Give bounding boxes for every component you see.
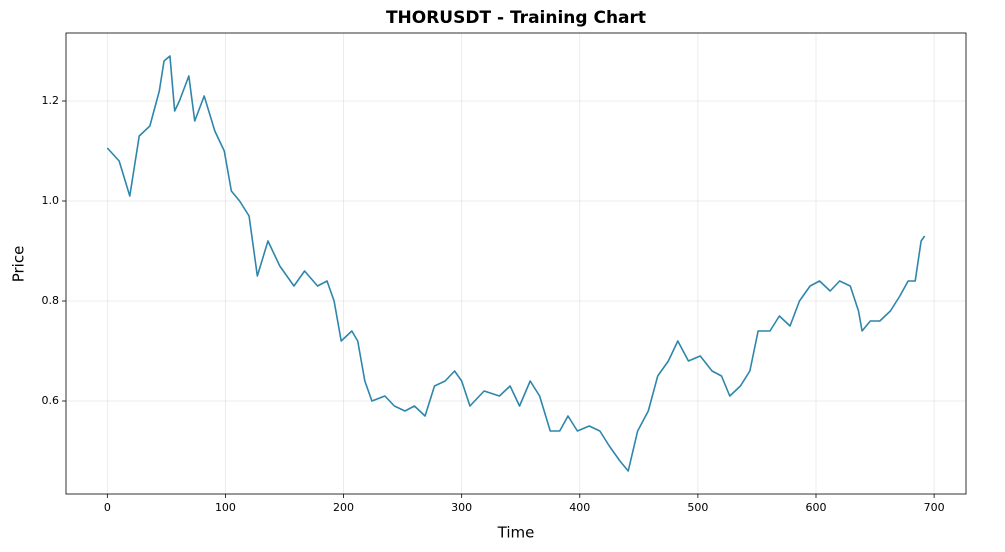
price-line (106, 55, 926, 472)
x-tick-label: 600 (806, 501, 827, 514)
chart-title: THORUSDT - Training Chart (386, 8, 646, 28)
plot-frame (65, 32, 967, 495)
x-tick-label: 500 (687, 501, 708, 514)
y-axis-label: Price (10, 246, 28, 283)
y-tick-label: 0.8 (42, 294, 60, 307)
x-tick-label: 100 (215, 501, 236, 514)
y-tick-label: 0.6 (42, 394, 60, 407)
x-tick-label: 400 (569, 501, 590, 514)
x-tick-label: 200 (333, 501, 354, 514)
y-tick-label: 1.2 (42, 94, 60, 107)
y-tick-label: 1.0 (42, 194, 60, 207)
x-tick-label: 700 (924, 501, 945, 514)
x-tick-label: 300 (451, 501, 472, 514)
x-axis-label: Time (497, 524, 535, 542)
x-tick-label: 0 (104, 501, 111, 514)
